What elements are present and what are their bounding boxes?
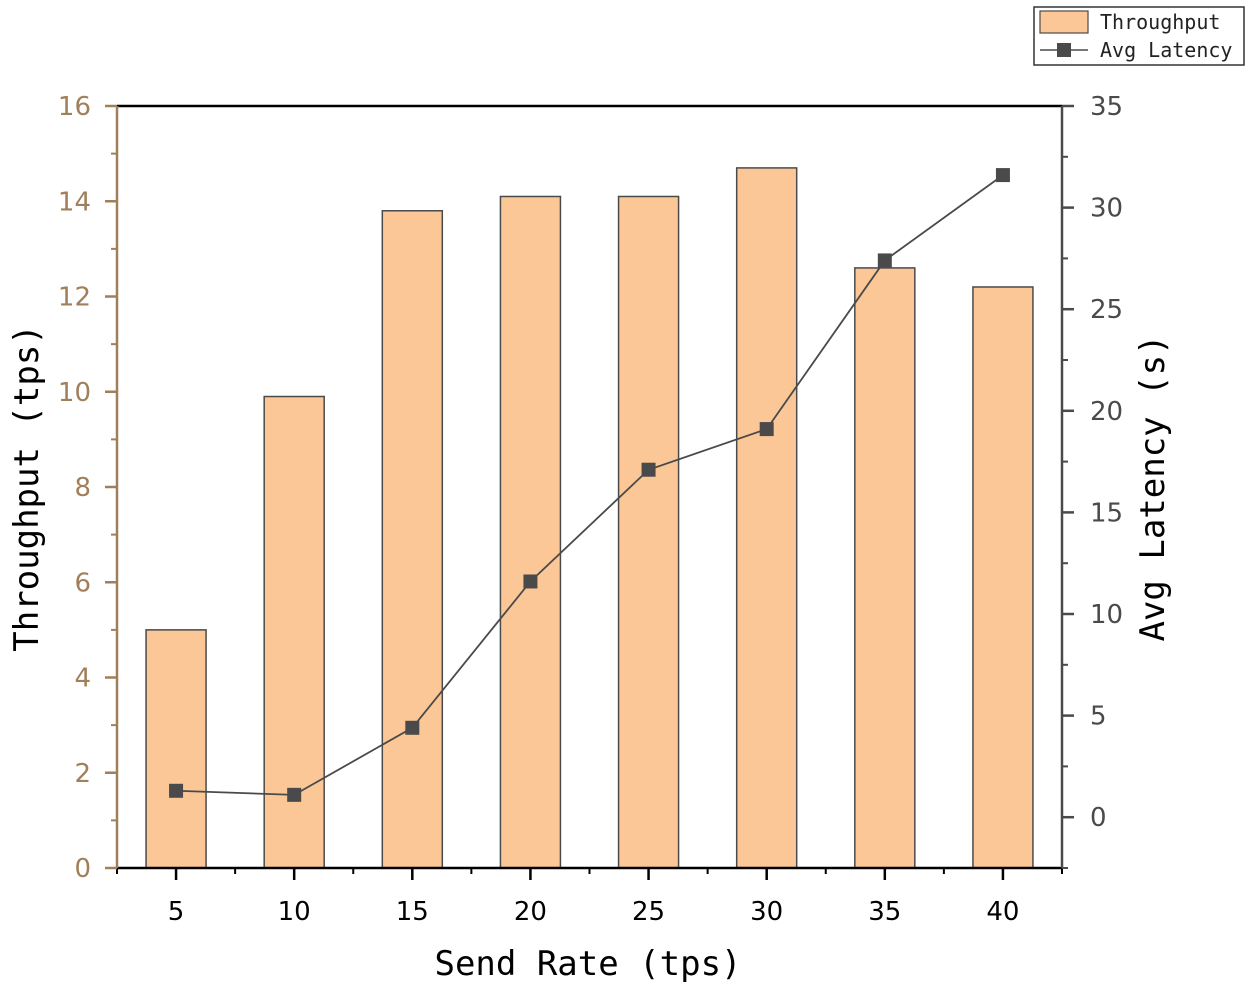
bar-throughput-20: [499, 195, 562, 869]
y-axis-right-title: Avg Latency (s): [1133, 334, 1173, 641]
x-axis-title: Send Rate (tps): [434, 944, 741, 984]
y-axis-left-title: Throughput (tps): [7, 324, 47, 652]
y-right-tick-label: 0: [1090, 803, 1107, 833]
y-right-tick-label: 5: [1090, 702, 1107, 732]
latency-marker-10: [287, 787, 302, 802]
axis-frame: [115, 104, 1064, 870]
legend-swatch-throughput: [1039, 10, 1089, 34]
bar-throughput-15: [381, 210, 444, 869]
legend: Throughput Avg Latency: [1033, 6, 1245, 66]
y-left-tick-label: 14: [58, 187, 91, 217]
y-right-tick-label: 25: [1090, 295, 1123, 325]
ticks-layer: 5 10 15 20 25 30 35 40 0 2 4 6 8 10 12 14 16 0 5 10 15 20 25 30…: [58, 92, 1123, 927]
y-left-tick-label: 12: [58, 283, 91, 313]
bar-throughput-30: [735, 167, 798, 869]
y-left-tick-label: 2: [74, 759, 91, 789]
y-left-tick-label: 16: [58, 92, 91, 122]
bar-throughput-5: [145, 629, 207, 869]
y-left-tick-label: 8: [74, 473, 91, 503]
y-left-tick-label: 4: [74, 664, 91, 694]
x-tick-label: 30: [750, 897, 783, 927]
y-left-tick-label: 10: [58, 378, 91, 408]
latency-line: [176, 174, 1004, 796]
legend-label-latency: Avg Latency: [1100, 38, 1232, 62]
latency-marker-40: [995, 168, 1010, 183]
x-tick-label: 20: [514, 897, 547, 927]
x-tick-label: 40: [986, 897, 1019, 927]
y-right-tick-label: 15: [1090, 498, 1123, 528]
y-right-tick-label: 10: [1090, 600, 1123, 630]
y-left-tick-label: 0: [74, 854, 91, 884]
latency-marker-15: [405, 720, 420, 735]
x-tick-label: 25: [632, 897, 665, 927]
latency-marker-20: [523, 574, 538, 589]
x-tick-label: 5: [168, 897, 185, 927]
latency-marker-25: [641, 462, 656, 477]
bar-throughput-35: [854, 267, 916, 869]
latency-series: [169, 168, 1010, 802]
latency-marker-5: [169, 783, 184, 798]
x-tick-label: 10: [278, 897, 311, 927]
x-tick-label: 35: [868, 897, 901, 927]
bar-throughput-40: [972, 286, 1034, 869]
legend-label-throughput: Throughput: [1100, 10, 1220, 34]
latency-marker-35: [877, 253, 892, 268]
y-right-tick-label: 20: [1090, 397, 1123, 427]
bar-throughput-25: [617, 195, 680, 869]
x-tick-label: 15: [396, 897, 429, 927]
y-right-tick-label: 35: [1090, 92, 1123, 122]
y-right-tick-label: 30: [1090, 194, 1123, 224]
latency-marker-30: [759, 422, 774, 437]
y-left-tick-label: 6: [74, 568, 91, 598]
bars-layer: [145, 167, 1034, 869]
legend-swatch-latency-marker: [1057, 43, 1071, 57]
